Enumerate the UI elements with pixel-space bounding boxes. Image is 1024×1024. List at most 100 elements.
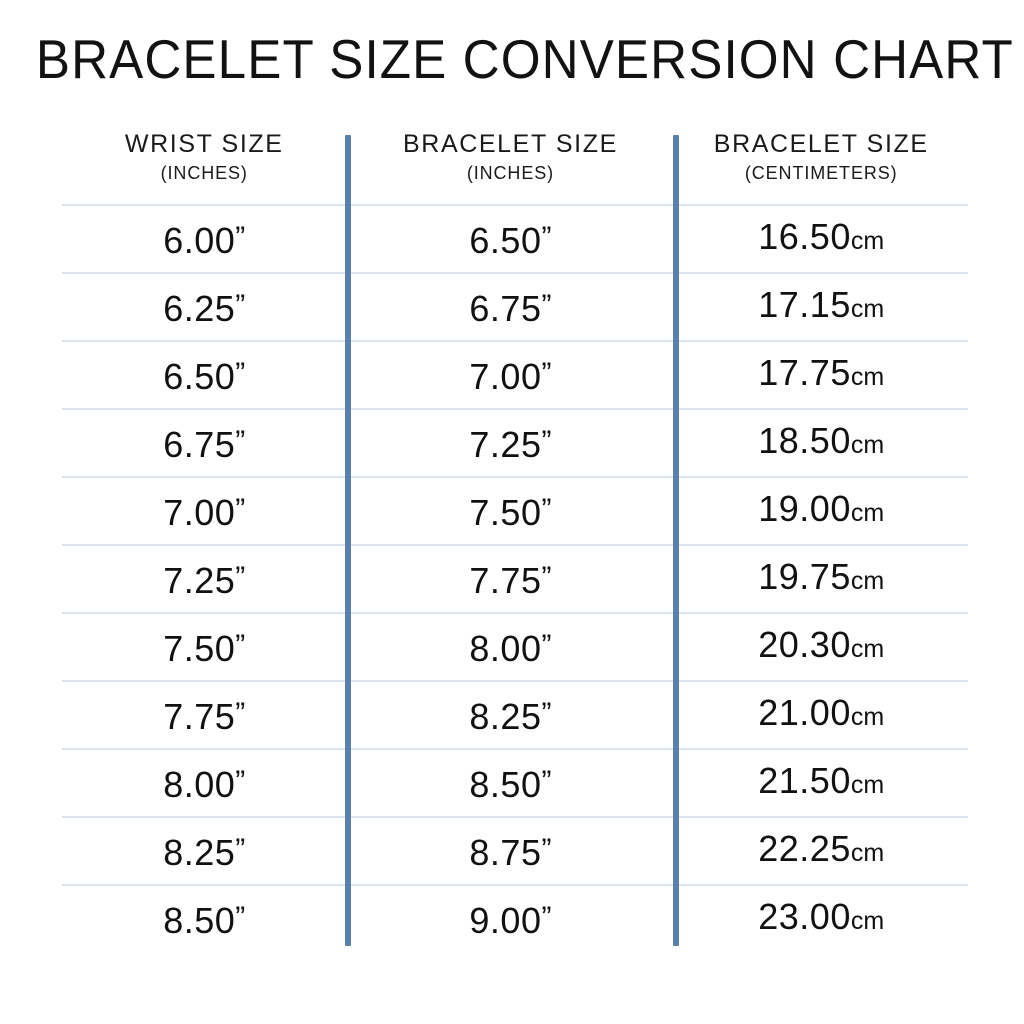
value-number: 6.50: [163, 355, 236, 397]
unit-cm: cm: [850, 703, 885, 731]
unit-cm: cm: [850, 499, 885, 527]
cell-wrist-size: 8.25”: [62, 816, 347, 885]
table-body: 6.00” 6.50” 16.50cm 6.25” 6.75” 17.15cm …: [62, 204, 968, 952]
unit-inch: ”: [541, 764, 552, 798]
unit-inch: ”: [235, 696, 246, 730]
column-header-bracelet-size-inches: BRACELET SIZE (INCHES): [346, 128, 674, 205]
table-row: 8.25” 8.75” 22.25cm: [62, 816, 968, 885]
value-number: 7.25: [163, 559, 236, 601]
value-number: 17.15: [758, 284, 851, 325]
unit-inch: ”: [541, 628, 552, 662]
column-header-sub: (CENTIMETERS): [744, 163, 898, 183]
value-number: 19.00: [758, 488, 851, 529]
unit-inch: ”: [235, 220, 246, 254]
column-header-main: BRACELET SIZE: [713, 130, 929, 158]
unit-inch: ”: [541, 832, 552, 866]
conversion-table-wrapper: WRIST SIZE (INCHES) BRACELET SIZE (INCHE…: [62, 128, 968, 952]
value-number: 6.75: [469, 287, 542, 329]
cell-wrist-size: 6.00”: [62, 204, 347, 273]
table-row: 8.00” 8.50” 21.50cm: [62, 748, 968, 817]
column-divider-2: [673, 135, 679, 946]
unit-cm: cm: [850, 295, 885, 323]
value-number: 9.00: [469, 899, 542, 941]
table-row: 7.00” 7.50” 19.00cm: [62, 476, 968, 545]
value-number: 21.50: [758, 760, 851, 801]
cell-bracelet-size-in: 7.50”: [346, 476, 675, 545]
unit-cm: cm: [850, 567, 885, 595]
cell-bracelet-size-cm: 21.50cm: [674, 748, 968, 817]
table-row: 7.75” 8.25” 21.00cm: [62, 680, 968, 749]
table-header: WRIST SIZE (INCHES) BRACELET SIZE (INCHE…: [62, 128, 968, 205]
cell-bracelet-size-cm: 21.00cm: [674, 680, 968, 749]
table-row: 6.50” 7.00” 17.75cm: [62, 340, 968, 409]
cell-bracelet-size-in: 6.75”: [346, 272, 675, 341]
value-number: 8.25: [163, 831, 236, 873]
table-row: 6.25” 6.75” 17.15cm: [62, 272, 968, 341]
cell-bracelet-size-in: 7.75”: [346, 544, 675, 613]
unit-inch: ”: [235, 560, 246, 594]
column-header-wrist-size-inches: WRIST SIZE (INCHES): [62, 128, 346, 205]
column-header-sub: (INCHES): [160, 163, 248, 183]
page-title: BRACELET SIZE CONVERSION CHART: [35, 28, 1014, 90]
cell-bracelet-size-in: 7.25”: [346, 408, 675, 477]
unit-inch: ”: [235, 764, 246, 798]
value-number: 8.75: [469, 831, 542, 873]
cell-bracelet-size-cm: 16.50cm: [674, 204, 968, 273]
unit-inch: ”: [541, 288, 552, 322]
unit-cm: cm: [850, 431, 885, 459]
column-header-main: BRACELET SIZE: [403, 130, 618, 158]
unit-inch: ”: [541, 356, 552, 390]
cell-bracelet-size-cm: 17.75cm: [674, 340, 968, 409]
table-row: 7.50” 8.00” 20.30cm: [62, 612, 968, 681]
unit-inch: ”: [541, 220, 552, 254]
table-row: 7.25” 7.75” 19.75cm: [62, 544, 968, 613]
unit-inch: ”: [541, 696, 552, 730]
column-header-main: WRIST SIZE: [124, 130, 284, 158]
cell-bracelet-size-in: 8.00”: [346, 612, 675, 681]
value-number: 18.50: [758, 420, 851, 461]
unit-inch: ”: [235, 424, 246, 458]
value-number: 19.75: [758, 556, 851, 597]
unit-cm: cm: [850, 363, 885, 391]
cell-bracelet-size-cm: 20.30cm: [674, 612, 968, 681]
value-number: 6.75: [163, 423, 236, 465]
value-number: 7.50: [163, 627, 236, 669]
unit-inch: ”: [235, 492, 246, 526]
column-header-sub: (INCHES): [466, 163, 555, 183]
table-row: 6.75” 7.25” 18.50cm: [62, 408, 968, 477]
unit-inch: ”: [235, 628, 246, 662]
cell-bracelet-size-cm: 18.50cm: [674, 408, 968, 477]
table-row: 6.00” 6.50” 16.50cm: [62, 204, 968, 273]
unit-inch: ”: [541, 560, 552, 594]
cell-bracelet-size-cm: 22.25cm: [674, 816, 968, 885]
cell-bracelet-size-in: 6.50”: [346, 204, 675, 273]
value-number: 22.25: [758, 828, 851, 869]
cell-wrist-size: 6.25”: [62, 272, 347, 341]
value-number: 21.00: [758, 692, 851, 733]
value-number: 7.75: [469, 559, 542, 601]
cell-bracelet-size-in: 8.50”: [346, 748, 675, 817]
unit-cm: cm: [850, 771, 885, 799]
cell-bracelet-size-in: 8.25”: [346, 680, 675, 749]
cell-bracelet-size-cm: 23.00cm: [674, 884, 968, 952]
unit-inch: ”: [235, 356, 246, 390]
header-row: WRIST SIZE (INCHES) BRACELET SIZE (INCHE…: [62, 128, 968, 205]
value-number: 7.25: [469, 423, 542, 465]
value-number: 6.50: [469, 219, 542, 261]
value-number: 6.00: [163, 219, 236, 261]
value-number: 17.75: [758, 352, 851, 393]
cell-bracelet-size-in: 7.00”: [346, 340, 675, 409]
value-number: 6.25: [163, 287, 236, 329]
cell-bracelet-size-in: 9.00”: [346, 884, 675, 952]
value-number: 8.25: [469, 695, 542, 737]
cell-wrist-size: 6.75”: [62, 408, 347, 477]
value-number: 23.00: [758, 896, 851, 937]
value-number: 8.50: [163, 899, 236, 941]
value-number: 7.75: [163, 695, 236, 737]
unit-inch: ”: [541, 492, 552, 526]
cell-wrist-size: 7.00”: [62, 476, 347, 545]
value-number: 8.50: [469, 763, 542, 805]
value-number: 7.00: [163, 491, 236, 533]
cell-wrist-size: 6.50”: [62, 340, 347, 409]
value-number: 16.50: [758, 216, 851, 257]
